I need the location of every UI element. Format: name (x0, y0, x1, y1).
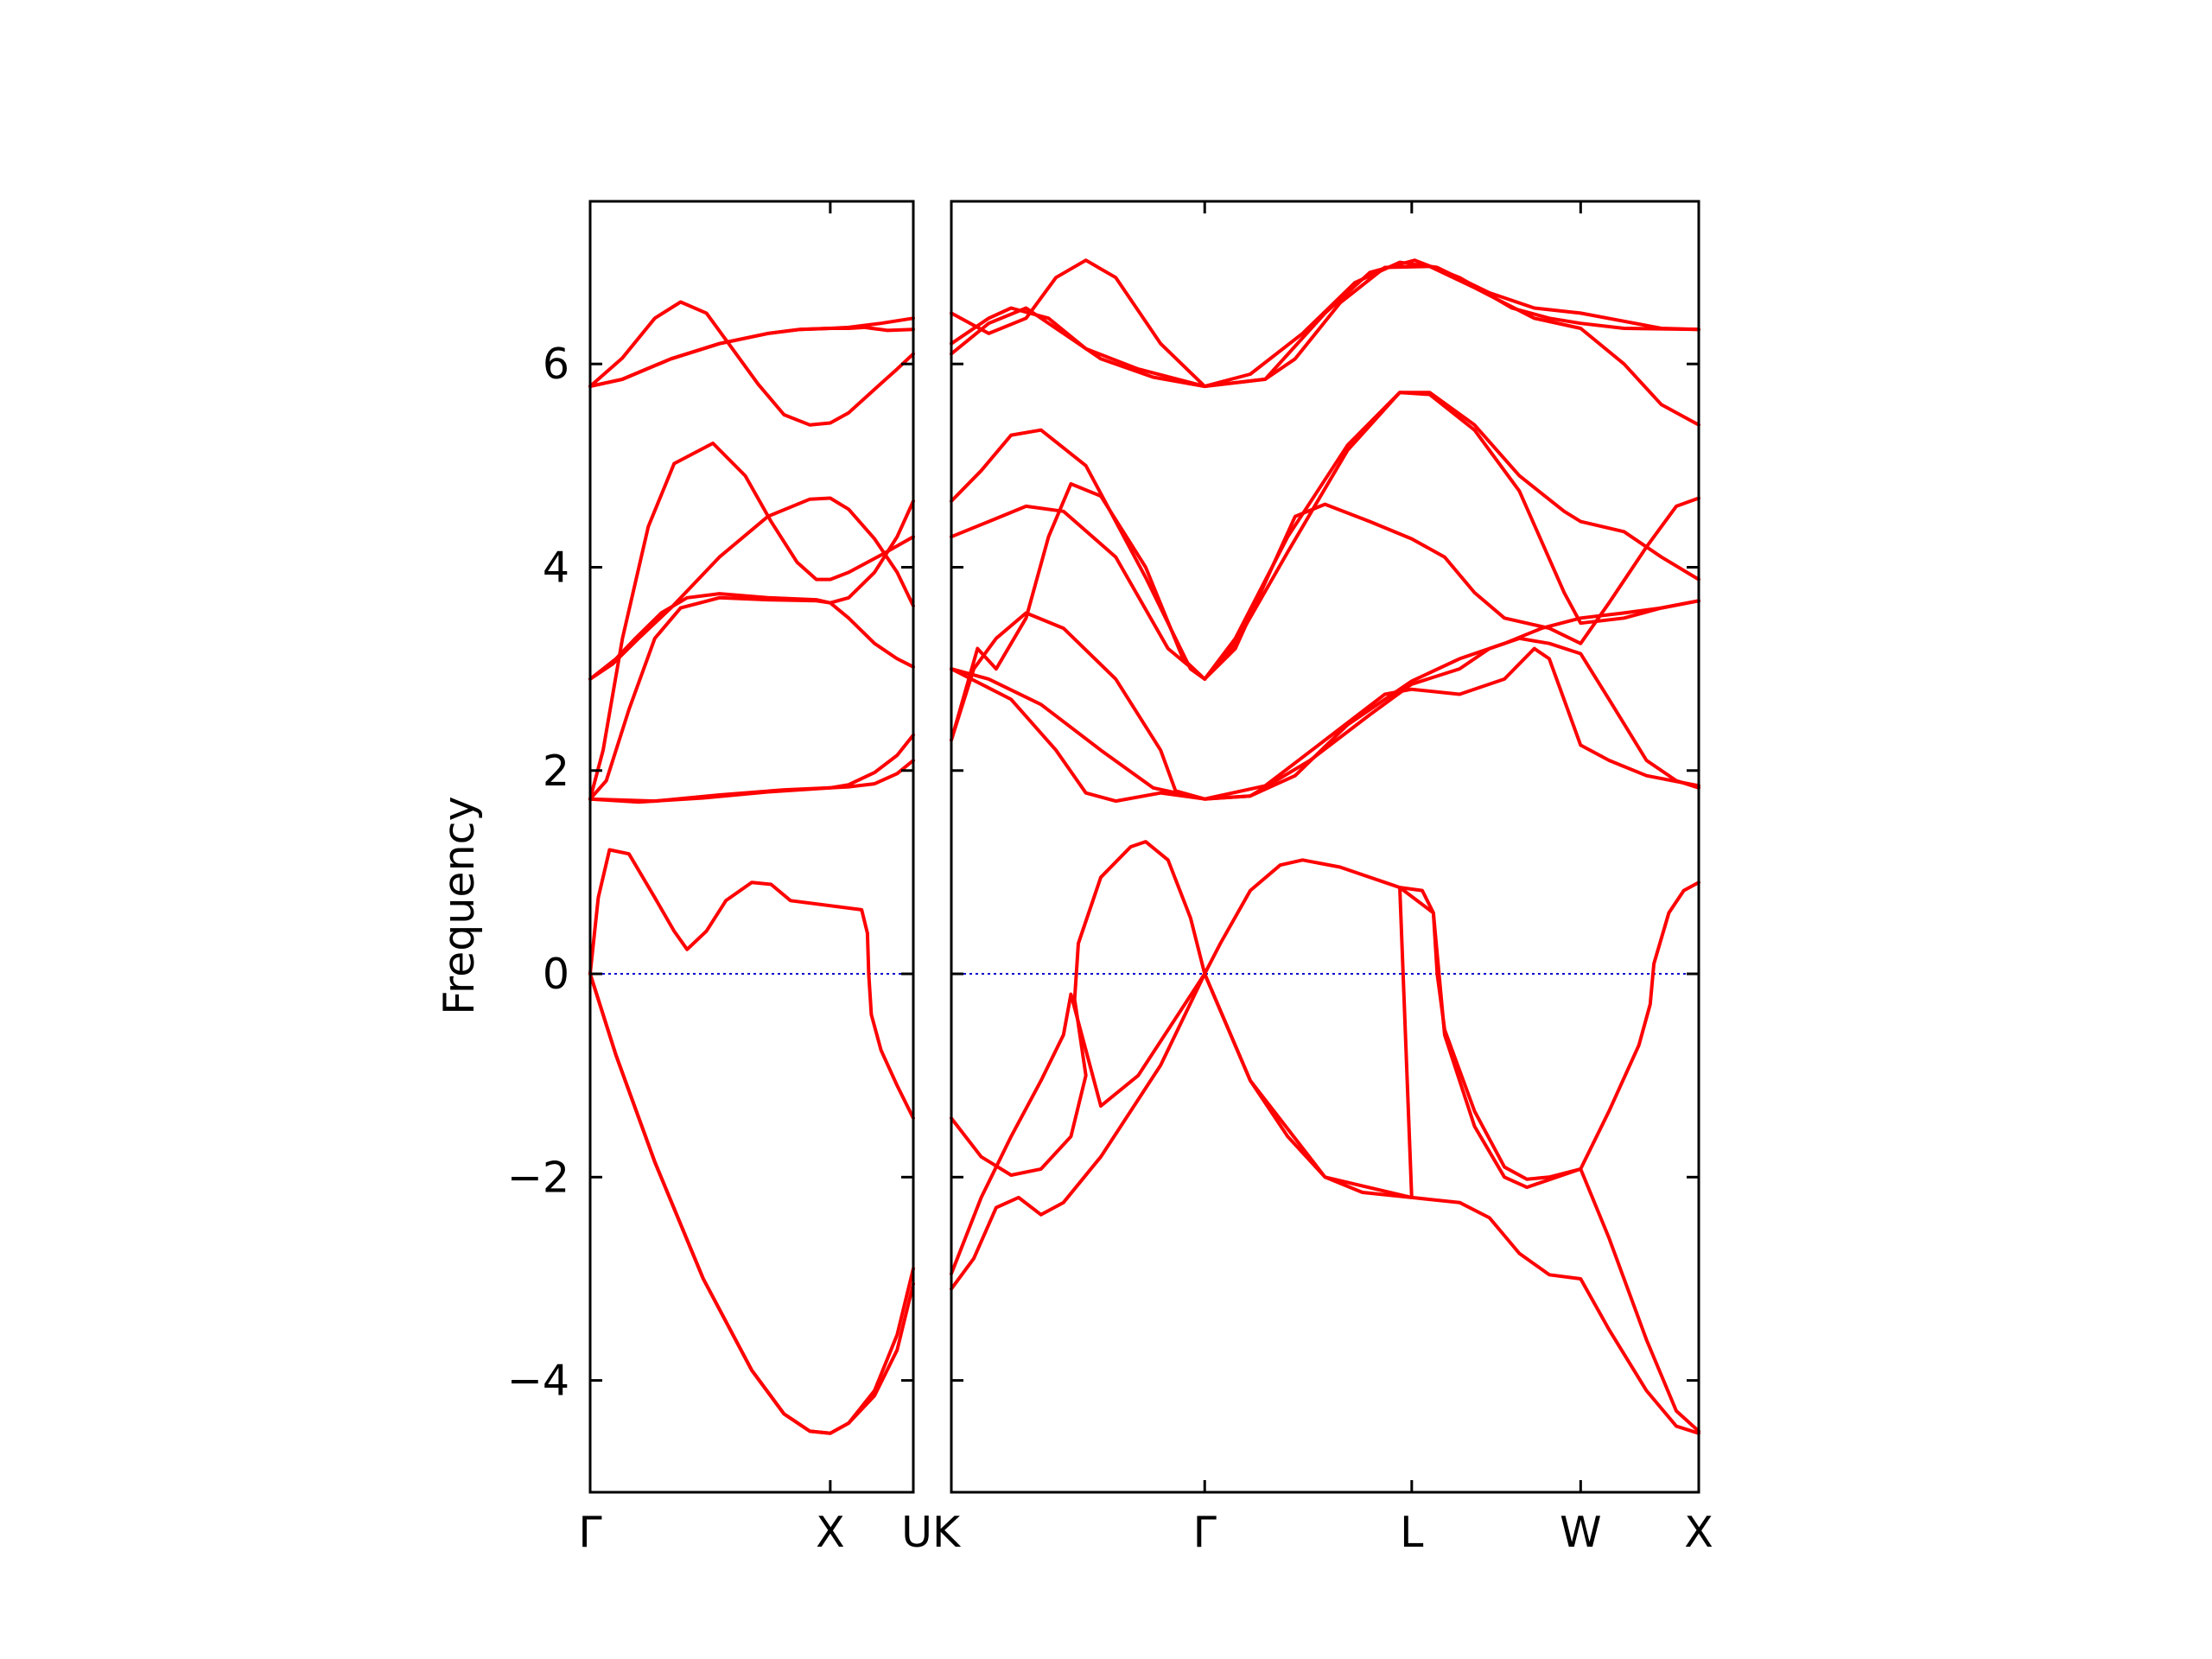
band-line (588, 442, 915, 801)
x-tick-label: U (901, 1508, 932, 1557)
y-tick-labels: −4 −2 0 2 4 6 (507, 340, 569, 1405)
band-line (1203, 886, 1700, 1433)
band-line (950, 972, 1700, 1435)
band-line (950, 646, 1700, 804)
x-tick-label: Γ (1193, 1508, 1217, 1557)
band-line (950, 391, 1700, 681)
y-tick-label: −4 (507, 1357, 569, 1406)
x-tick-label: K (932, 1508, 962, 1557)
panel-frame (950, 200, 1700, 1494)
y-tick-label: 6 (543, 340, 569, 389)
band-line (588, 972, 915, 1435)
x-tick-label: W (1560, 1508, 1601, 1557)
y-tick-label: 2 (543, 747, 569, 796)
band-line (950, 482, 1700, 742)
y-tick-label: −2 (507, 1153, 569, 1202)
y-axis-label: Frequency (435, 796, 484, 1014)
x-tick-label: Γ (578, 1508, 602, 1557)
band-line (950, 599, 1700, 801)
band-line (950, 840, 1700, 1181)
y-tick-label: 0 (543, 950, 569, 999)
band-line (588, 972, 915, 1435)
band-line (950, 972, 1207, 1276)
band-line (588, 496, 915, 681)
band-line (588, 733, 915, 804)
band-line (950, 258, 1700, 427)
x-tick-label: X (1684, 1508, 1713, 1557)
panel-frame (588, 200, 915, 1494)
y-tick-label: 4 (543, 543, 569, 592)
band-line (588, 325, 915, 389)
band-line (950, 258, 1700, 389)
band-line (588, 595, 915, 801)
band-line (950, 636, 1700, 801)
band-line (588, 300, 915, 427)
band-line (950, 391, 1700, 681)
band-line (588, 499, 915, 681)
band-line (588, 848, 915, 1121)
x-tick-label: L (1400, 1508, 1424, 1557)
x-tick-label: X (816, 1508, 845, 1557)
